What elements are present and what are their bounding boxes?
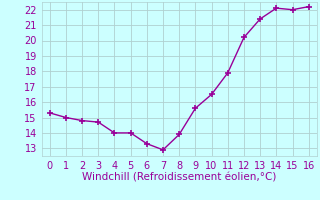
X-axis label: Windchill (Refroidissement éolien,°C): Windchill (Refroidissement éolien,°C) xyxy=(82,172,276,182)
